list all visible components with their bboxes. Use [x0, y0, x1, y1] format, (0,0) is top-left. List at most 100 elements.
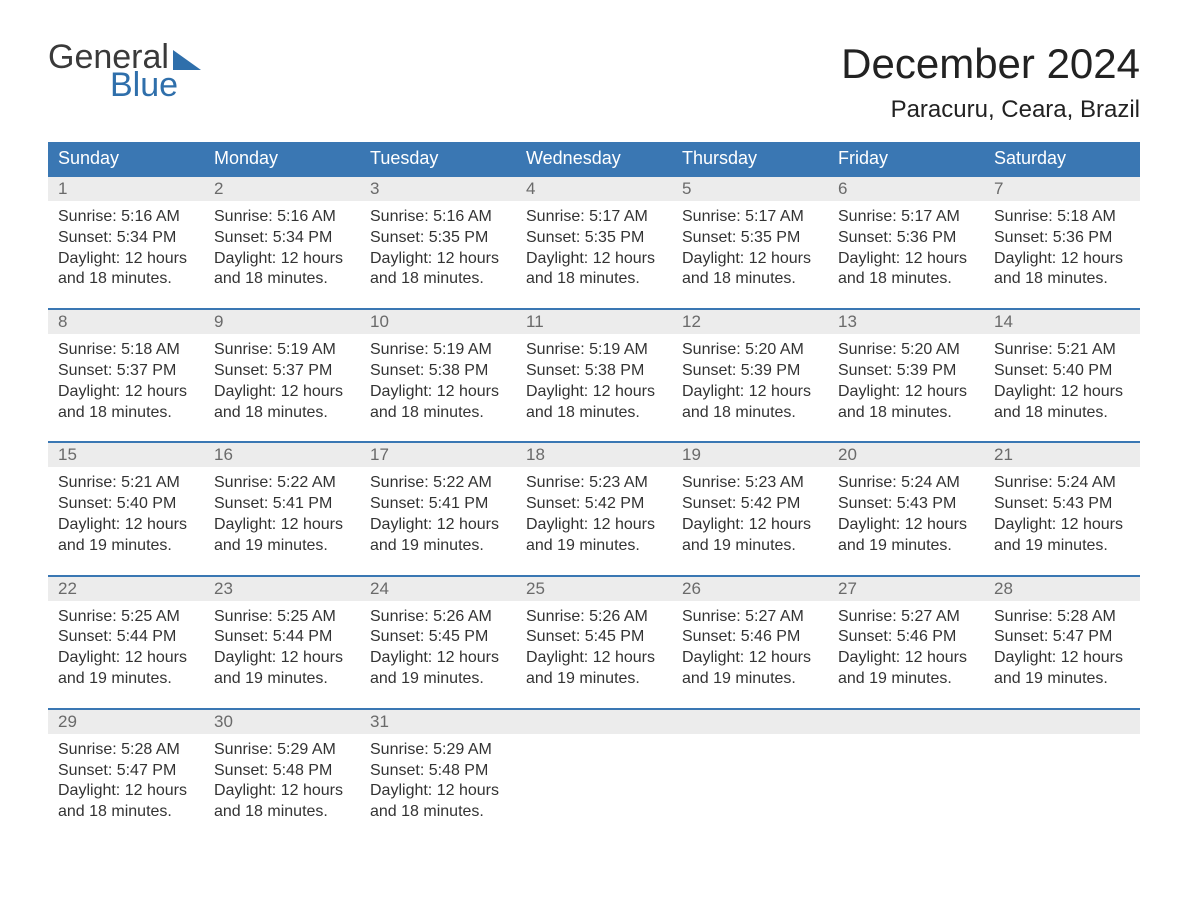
day-day1: Daylight: 12 hours: [682, 648, 818, 669]
day-sunset: Sunset: 5:35 PM: [526, 228, 662, 249]
day-cell: Sunrise: 5:19 AMSunset: 5:38 PMDaylight:…: [516, 334, 672, 427]
day-header: Sunday: [48, 142, 204, 175]
day-day2: and 18 minutes.: [526, 403, 662, 424]
day-sunset: Sunset: 5:35 PM: [682, 228, 818, 249]
day-sunset: Sunset: 5:40 PM: [58, 494, 194, 515]
day-cell: Sunrise: 5:29 AMSunset: 5:48 PMDaylight:…: [204, 734, 360, 827]
day-cell: Sunrise: 5:25 AMSunset: 5:44 PMDaylight:…: [48, 601, 204, 694]
day-sunrise: Sunrise: 5:25 AM: [214, 607, 350, 628]
day-day1: Daylight: 12 hours: [58, 781, 194, 802]
day-number: 1: [48, 177, 204, 201]
day-cell: Sunrise: 5:16 AMSunset: 5:35 PMDaylight:…: [360, 201, 516, 294]
day-sunset: Sunset: 5:39 PM: [838, 361, 974, 382]
day-sunset: Sunset: 5:38 PM: [370, 361, 506, 382]
day-day2: and 19 minutes.: [838, 536, 974, 557]
day-day2: and 19 minutes.: [214, 536, 350, 557]
day-number: 15: [48, 443, 204, 467]
day-cell: [984, 734, 1140, 827]
day-day2: and 19 minutes.: [682, 669, 818, 690]
day-number: 8: [48, 310, 204, 334]
day-day2: and 19 minutes.: [526, 669, 662, 690]
day-number: 24: [360, 577, 516, 601]
day-header: Monday: [204, 142, 360, 175]
calendar: Sunday Monday Tuesday Wednesday Thursday…: [48, 142, 1140, 827]
day-cell: Sunrise: 5:19 AMSunset: 5:38 PMDaylight:…: [360, 334, 516, 427]
day-number: [828, 710, 984, 734]
day-day1: Daylight: 12 hours: [370, 781, 506, 802]
day-number: 12: [672, 310, 828, 334]
day-cell: Sunrise: 5:24 AMSunset: 5:43 PMDaylight:…: [984, 467, 1140, 560]
day-day1: Daylight: 12 hours: [370, 648, 506, 669]
day-cell: Sunrise: 5:20 AMSunset: 5:39 PMDaylight:…: [672, 334, 828, 427]
day-cell: Sunrise: 5:21 AMSunset: 5:40 PMDaylight:…: [48, 467, 204, 560]
day-cell: Sunrise: 5:17 AMSunset: 5:36 PMDaylight:…: [828, 201, 984, 294]
day-cell: Sunrise: 5:20 AMSunset: 5:39 PMDaylight:…: [828, 334, 984, 427]
day-sunset: Sunset: 5:37 PM: [214, 361, 350, 382]
day-cell: Sunrise: 5:29 AMSunset: 5:48 PMDaylight:…: [360, 734, 516, 827]
logo: General Blue: [48, 40, 201, 102]
day-number: [516, 710, 672, 734]
day-day1: Daylight: 12 hours: [682, 249, 818, 270]
day-day2: and 18 minutes.: [58, 802, 194, 823]
day-cell: [672, 734, 828, 827]
day-number: [984, 710, 1140, 734]
day-sunset: Sunset: 5:48 PM: [370, 761, 506, 782]
day-number: 30: [204, 710, 360, 734]
day-cell: Sunrise: 5:24 AMSunset: 5:43 PMDaylight:…: [828, 467, 984, 560]
day-sunrise: Sunrise: 5:18 AM: [58, 340, 194, 361]
day-day2: and 18 minutes.: [370, 403, 506, 424]
day-day1: Daylight: 12 hours: [58, 648, 194, 669]
day-sunset: Sunset: 5:38 PM: [526, 361, 662, 382]
day-sunset: Sunset: 5:39 PM: [682, 361, 818, 382]
day-day1: Daylight: 12 hours: [526, 515, 662, 536]
day-cell: Sunrise: 5:23 AMSunset: 5:42 PMDaylight:…: [672, 467, 828, 560]
day-number: 29: [48, 710, 204, 734]
day-day2: and 18 minutes.: [838, 403, 974, 424]
day-sunset: Sunset: 5:41 PM: [370, 494, 506, 515]
day-cell: Sunrise: 5:21 AMSunset: 5:40 PMDaylight:…: [984, 334, 1140, 427]
day-header: Friday: [828, 142, 984, 175]
day-number: 25: [516, 577, 672, 601]
day-sunset: Sunset: 5:36 PM: [994, 228, 1130, 249]
weeks-container: 1234567Sunrise: 5:16 AMSunset: 5:34 PMDa…: [48, 175, 1140, 827]
day-number: 3: [360, 177, 516, 201]
day-day2: and 18 minutes.: [370, 802, 506, 823]
day-day2: and 19 minutes.: [994, 669, 1130, 690]
day-cell: Sunrise: 5:28 AMSunset: 5:47 PMDaylight:…: [984, 601, 1140, 694]
day-sunset: Sunset: 5:44 PM: [58, 627, 194, 648]
day-day1: Daylight: 12 hours: [838, 515, 974, 536]
day-sunrise: Sunrise: 5:29 AM: [214, 740, 350, 761]
day-day2: and 18 minutes.: [526, 269, 662, 290]
day-sunrise: Sunrise: 5:29 AM: [370, 740, 506, 761]
daynum-row: 22232425262728: [48, 577, 1140, 601]
day-day1: Daylight: 12 hours: [526, 249, 662, 270]
day-number: 26: [672, 577, 828, 601]
day-number: 16: [204, 443, 360, 467]
day-sunrise: Sunrise: 5:24 AM: [838, 473, 974, 494]
day-sunset: Sunset: 5:34 PM: [58, 228, 194, 249]
day-cell: Sunrise: 5:18 AMSunset: 5:36 PMDaylight:…: [984, 201, 1140, 294]
day-sunrise: Sunrise: 5:27 AM: [682, 607, 818, 628]
day-number: 9: [204, 310, 360, 334]
day-sunset: Sunset: 5:46 PM: [682, 627, 818, 648]
day-day1: Daylight: 12 hours: [682, 382, 818, 403]
day-sunrise: Sunrise: 5:20 AM: [682, 340, 818, 361]
day-sunrise: Sunrise: 5:28 AM: [58, 740, 194, 761]
day-day1: Daylight: 12 hours: [214, 515, 350, 536]
day-day2: and 19 minutes.: [58, 669, 194, 690]
day-cell: [516, 734, 672, 827]
day-day1: Daylight: 12 hours: [58, 382, 194, 403]
day-number: 13: [828, 310, 984, 334]
day-sunrise: Sunrise: 5:19 AM: [214, 340, 350, 361]
day-sunset: Sunset: 5:34 PM: [214, 228, 350, 249]
day-day2: and 18 minutes.: [214, 802, 350, 823]
day-sunset: Sunset: 5:47 PM: [994, 627, 1130, 648]
day-sunset: Sunset: 5:42 PM: [526, 494, 662, 515]
day-day2: and 18 minutes.: [838, 269, 974, 290]
day-sunset: Sunset: 5:36 PM: [838, 228, 974, 249]
day-number: 6: [828, 177, 984, 201]
day-day2: and 19 minutes.: [214, 669, 350, 690]
title-block: December 2024 Paracuru, Ceara, Brazil: [841, 40, 1140, 124]
day-sunrise: Sunrise: 5:26 AM: [370, 607, 506, 628]
day-number: 22: [48, 577, 204, 601]
